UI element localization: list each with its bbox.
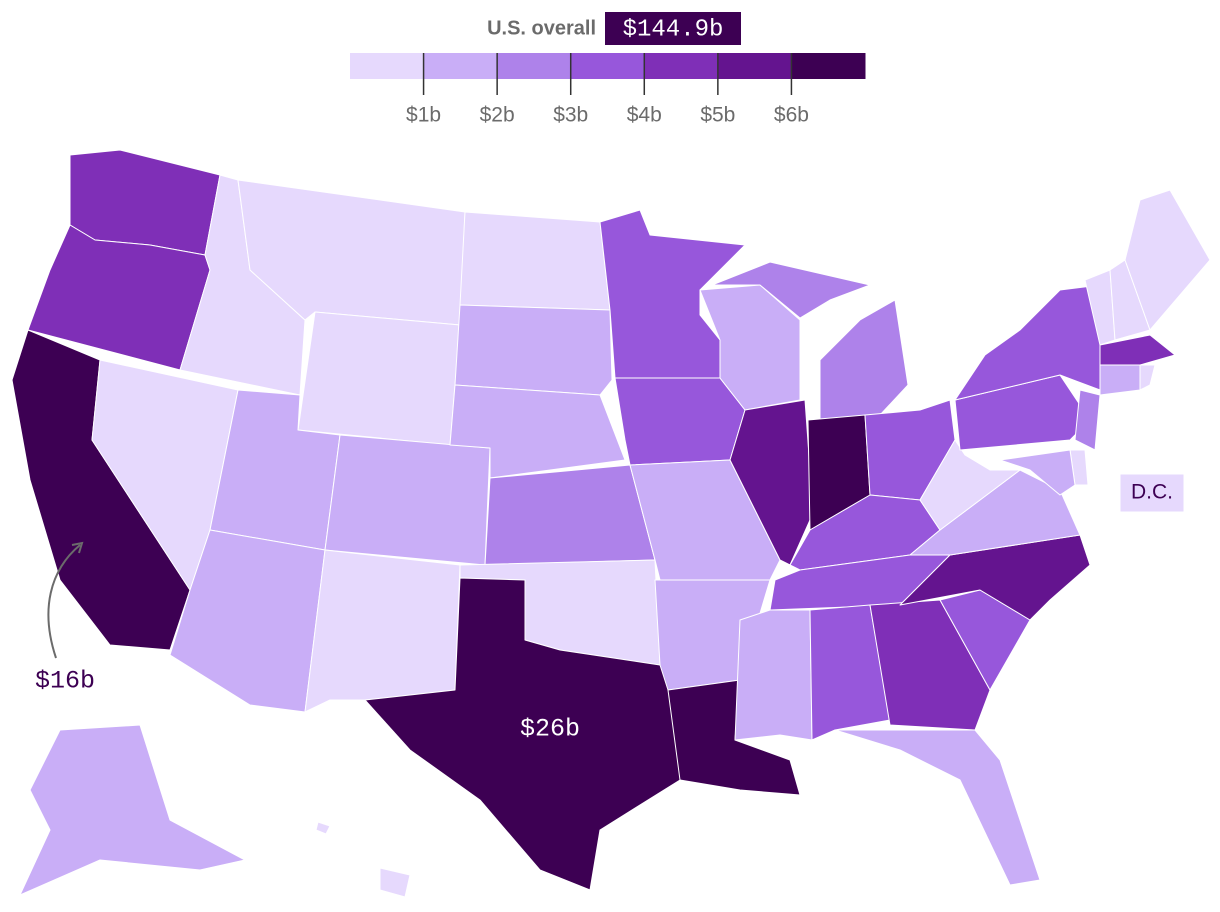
state [809,604,891,741]
legend-swatch [644,53,719,79]
state [819,299,909,421]
state [297,311,461,446]
annotation-arrow [47,544,81,659]
annotation: $16b [35,667,95,696]
legend-tick-label: $6b [774,104,809,127]
header-label: U.S. overall [487,17,596,39]
annotation: $26b [520,715,580,744]
state [729,399,811,566]
states [11,149,1211,898]
state [711,261,871,319]
legend-swatch [791,53,866,79]
state [454,304,613,396]
legend-swatch [350,53,425,79]
legend: $1b $2b $3b $4b $5b $6b [350,53,866,127]
header-value-box [605,12,741,45]
legend-tick-label: $3b [553,104,588,127]
header-value: $144.9b [623,16,724,43]
legend-tick-label: $5b [700,104,735,127]
state [954,284,1101,401]
state [484,464,656,566]
legend-tick-label: $4b [627,104,662,127]
state [919,439,1021,531]
state [834,729,1041,886]
dc-label: D.C. [1131,481,1173,504]
legend-swatch [423,53,498,79]
state [1074,389,1101,451]
legend-swatch [717,53,792,79]
state [999,449,1076,496]
state [1139,364,1156,391]
state [459,211,611,311]
state [614,377,746,466]
state [379,867,411,898]
dc-box [1119,473,1185,513]
legend-tick-label: $1b [406,104,441,127]
state [19,724,246,896]
state [324,434,491,566]
legend-swatch [570,53,645,79]
state [364,577,681,891]
state [315,821,331,835]
state [869,599,991,731]
state [599,209,746,379]
state [734,609,813,741]
state [1099,364,1141,396]
state [1099,334,1176,366]
annotation-arrowhead [71,541,84,554]
state [1124,189,1211,331]
state [304,549,461,713]
legend-swatch [497,53,572,79]
legend-tick-label: $2b [480,104,515,127]
